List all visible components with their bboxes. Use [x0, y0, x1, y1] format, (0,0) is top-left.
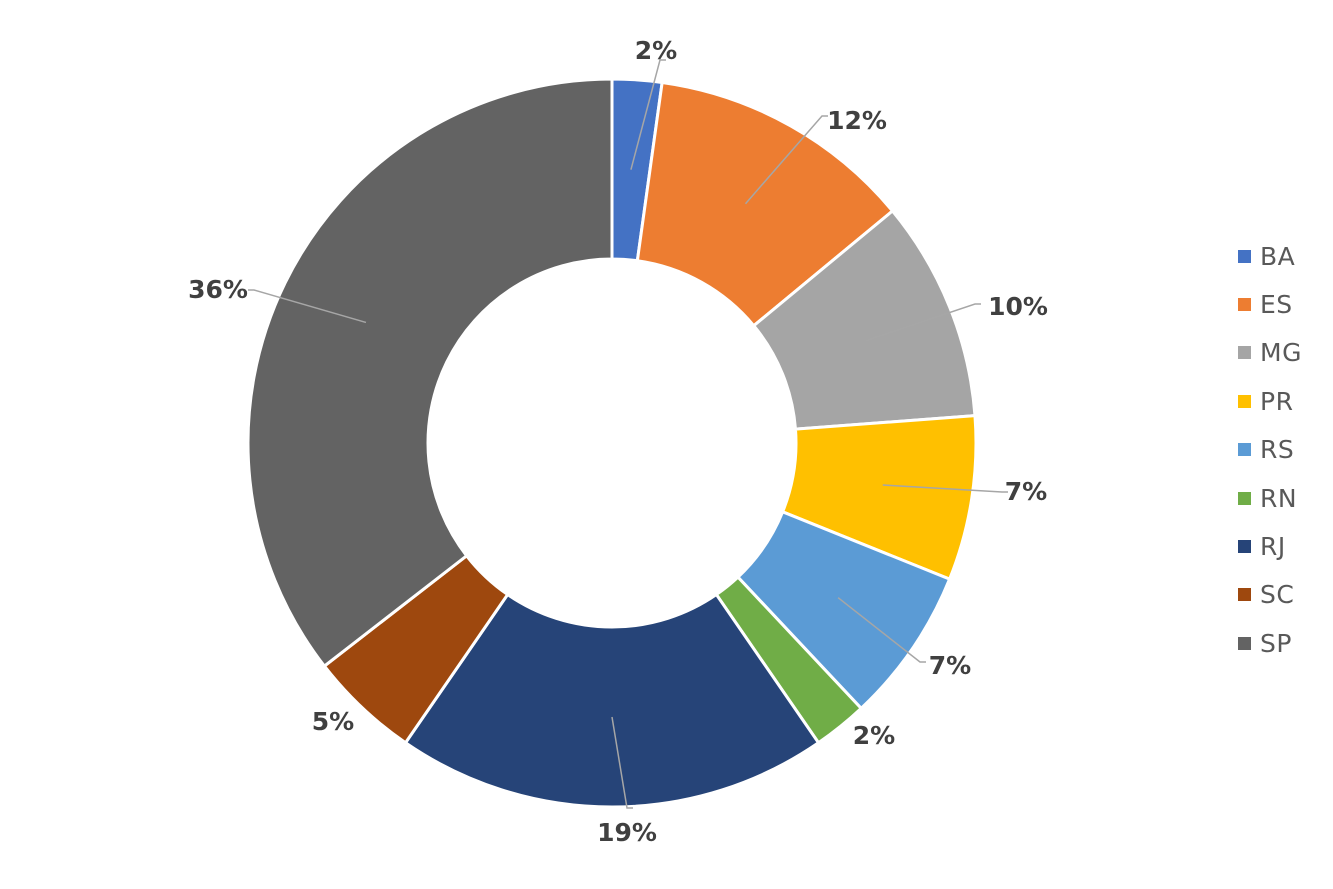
data-label-pr: 7% [1005, 477, 1047, 506]
legend-label: PR [1260, 386, 1294, 416]
legend-item-ba: BA [1238, 232, 1302, 280]
legend-item-mg: MG [1238, 329, 1302, 377]
legend: BA ES MG PR RS RN RJ SC SP [1238, 232, 1302, 668]
slice-sp [246, 77, 614, 669]
legend-label: RN [1260, 483, 1298, 513]
slice-rj [403, 592, 821, 809]
legend-item-rs: RS [1238, 426, 1302, 474]
data-labels: 2% 12% 10% 7% 7% 2% 19% 5% 36% [188, 36, 1048, 847]
legend-label: ES [1260, 290, 1293, 320]
leader-line-ba [630, 59, 666, 170]
data-label-rs: 7% [929, 651, 971, 680]
legend-swatch [1238, 588, 1251, 602]
legend-label: SC [1260, 580, 1295, 610]
legend-label: RS [1260, 435, 1295, 465]
data-label-rn: 2% [853, 721, 895, 750]
leader-line-es [744, 115, 828, 205]
leader-line-rj [611, 716, 633, 809]
leader-lines [248, 59, 1008, 809]
legend-swatch [1238, 491, 1251, 505]
legend-swatch [1238, 249, 1251, 263]
legend-swatch [1238, 540, 1251, 554]
legend-swatch [1238, 298, 1251, 312]
data-label-ba: 2% [635, 36, 677, 65]
data-label-mg: 10% [988, 292, 1048, 321]
leader-line-rs [837, 597, 926, 663]
legend-label: BA [1260, 241, 1296, 271]
legend-item-es: ES [1238, 280, 1302, 328]
legend-swatch [1238, 346, 1251, 360]
data-label-es: 12% [827, 106, 887, 135]
legend-swatch [1238, 394, 1251, 408]
legend-swatch [1238, 636, 1251, 650]
data-label-sp: 36% [188, 275, 248, 304]
legend-swatch [1238, 443, 1251, 457]
legend-item-rn: RN [1238, 474, 1302, 522]
legend-item-rj: RJ [1238, 522, 1302, 570]
legend-label: SP [1260, 628, 1292, 658]
legend-label: RJ [1260, 532, 1286, 562]
legend-item-sp: SP [1238, 619, 1302, 667]
leader-line-mg [865, 303, 981, 342]
leader-line-pr [882, 484, 1008, 493]
legend-item-pr: PR [1238, 377, 1302, 425]
data-label-rj: 19% [597, 818, 657, 847]
legend-item-sc: SC [1238, 571, 1302, 619]
leader-line-sp [248, 289, 367, 324]
legend-label: MG [1260, 338, 1302, 368]
donut-slices [246, 77, 978, 809]
data-label-sc: 5% [312, 707, 354, 736]
